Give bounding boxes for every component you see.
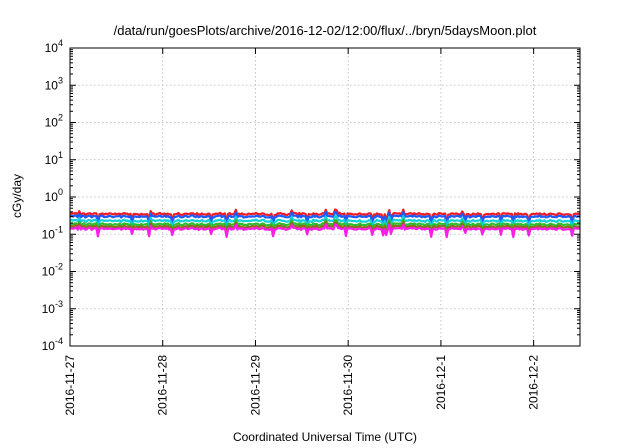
y-tick-label: 102 bbox=[45, 113, 63, 130]
x-tick-label: 2016-11-29 bbox=[248, 355, 262, 416]
y-axis-label: cGy/day bbox=[10, 174, 24, 218]
y-tick-label: 10-3 bbox=[42, 299, 63, 316]
x-axis-label: Coordinated Universal Time (UTC) bbox=[233, 430, 417, 444]
y-tick-label: 10-2 bbox=[42, 262, 63, 279]
y-tick-label: 10-4 bbox=[42, 336, 63, 353]
y-axis: 104 103 102 101 100 10-1 10-2 10-3 10-4 bbox=[42, 38, 580, 353]
x-tick-label: 2016-12-1 bbox=[434, 355, 448, 410]
grid bbox=[70, 48, 580, 346]
x-tick-label: 2016-11-28 bbox=[156, 355, 170, 416]
y-tick-label: 103 bbox=[45, 75, 63, 92]
series-layer bbox=[69, 208, 581, 239]
x-tick-label: 2016-11-30 bbox=[341, 355, 355, 416]
x-tick-label: 2016-12-2 bbox=[527, 355, 541, 410]
series-line-6 bbox=[69, 223, 581, 239]
y-tick-label: 104 bbox=[45, 38, 63, 55]
x-axis: 2016-11-27 2016-11-28 2016-11-29 2016-11-30… bbox=[63, 48, 541, 416]
y-tick-label: 101 bbox=[45, 150, 63, 167]
y-tick-label: 10-1 bbox=[42, 224, 63, 241]
series-line-2 bbox=[69, 210, 581, 227]
series-line-3 bbox=[69, 215, 581, 231]
chart-title: /data/run/goesPlots/archive/2016-12-02/1… bbox=[114, 23, 537, 38]
x-tick-label: 2016-11-27 bbox=[63, 355, 77, 416]
y-tick-label: 100 bbox=[45, 187, 63, 204]
